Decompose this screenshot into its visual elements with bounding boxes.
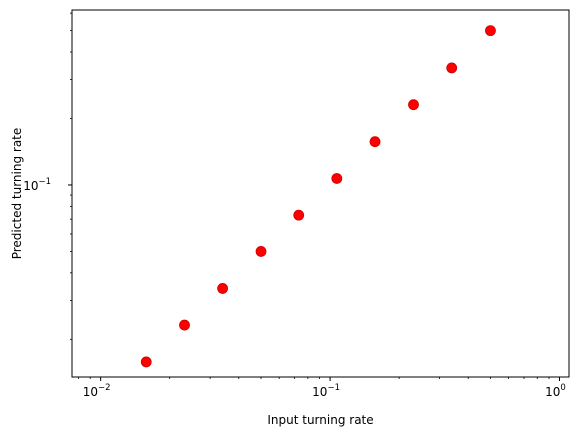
x-tick-label: 10−2 — [83, 383, 111, 399]
data-point — [294, 210, 304, 220]
data-point — [485, 26, 495, 36]
x-tick-label: 10−1 — [312, 383, 340, 399]
y-tick-label: 10−1 — [23, 177, 51, 193]
data-point — [332, 173, 342, 183]
y-axis-label: Predicted turning rate — [10, 128, 24, 260]
x-tick-label: 100 — [545, 383, 566, 399]
plot-area — [72, 10, 569, 377]
data-point — [409, 100, 419, 110]
data-point — [218, 283, 228, 293]
data-point — [370, 137, 380, 147]
data-point — [256, 246, 266, 256]
data-point — [180, 320, 190, 330]
x-axis-label: Input turning rate — [267, 413, 373, 427]
data-point — [447, 63, 457, 73]
data-point — [141, 357, 151, 367]
